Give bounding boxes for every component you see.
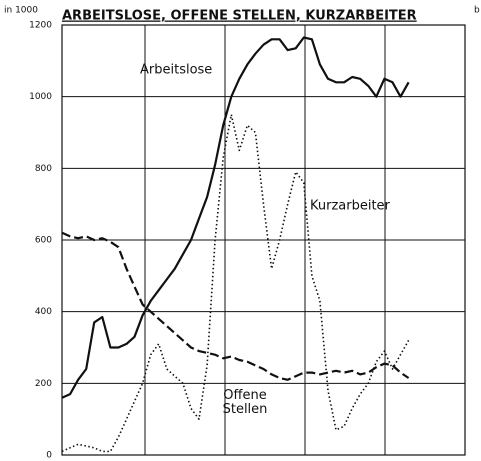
y-tick-label: 800 <box>35 164 52 174</box>
series-line <box>61 36 410 399</box>
title-note: b <box>474 6 480 16</box>
series-label: Offene Stellen <box>223 388 268 417</box>
series-label: Kurzarbeiter <box>310 199 391 214</box>
chart-title: ARBEITSLOSE, OFFENE STELLEN, KURZARBEITE… <box>62 9 417 24</box>
y-axis-label: in 1000 <box>4 6 38 16</box>
y-tick-label: 200 <box>35 379 52 389</box>
series-label: Arbeitslose <box>140 63 212 78</box>
y-tick-label: 1000 <box>29 92 52 102</box>
series-line <box>61 231 410 381</box>
y-tick-label: 1200 <box>29 21 52 31</box>
y-tick-label: 400 <box>35 307 52 317</box>
y-tick-label: 600 <box>35 236 52 246</box>
y-tick-label: 0 <box>46 451 52 461</box>
